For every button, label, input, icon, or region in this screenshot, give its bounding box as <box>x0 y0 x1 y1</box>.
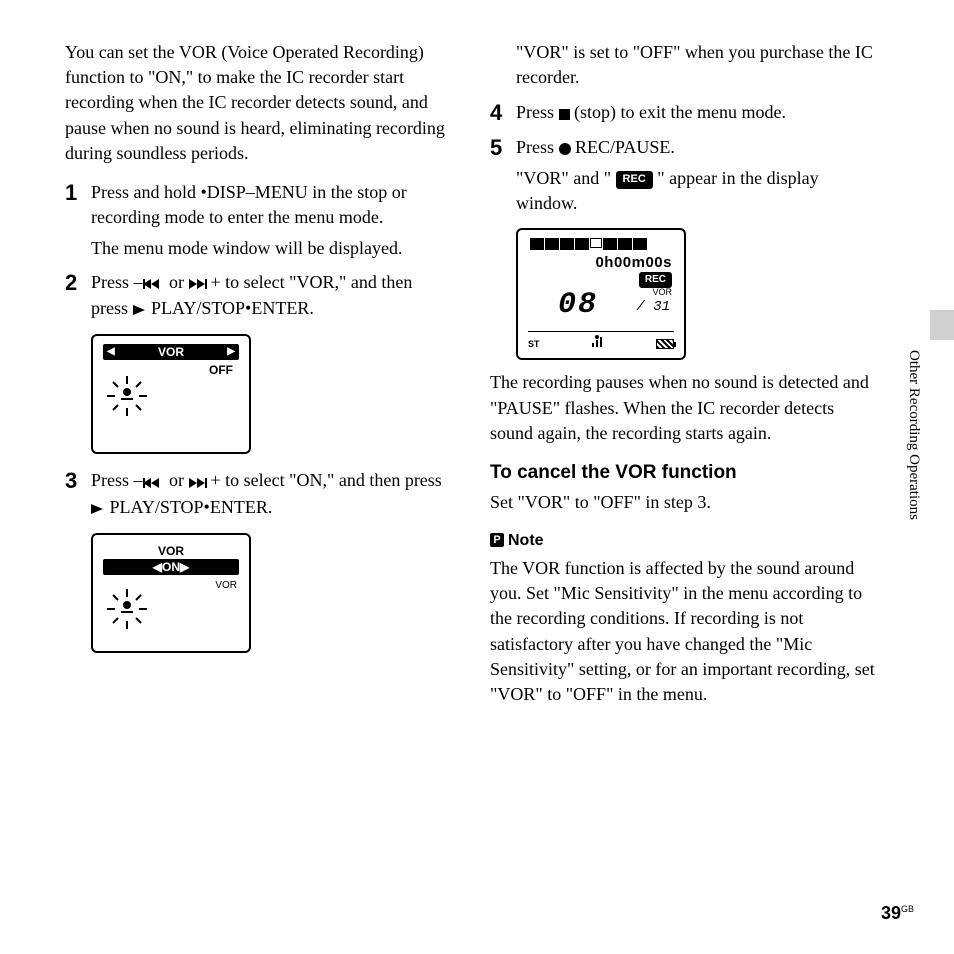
step3-mid: or <box>165 470 189 490</box>
page-num-value: 39 <box>881 903 901 923</box>
cancel-heading: To cancel the VOR function <box>490 460 875 487</box>
step4-post: (stop) to exit the menu mode. <box>570 102 786 122</box>
rec-badge-inline: REC <box>616 171 653 188</box>
step5-l2a: "VOR" and " <box>516 168 616 188</box>
step2-pre: Press – <box>91 272 143 292</box>
step5-line2: "VOR" and " REC " appear in the display … <box>516 166 875 216</box>
record-icon <box>559 143 571 155</box>
skip-fwd-icon <box>189 470 211 495</box>
note-title: Note <box>508 532 544 549</box>
step-body: Press – or + to select "VOR," and then p… <box>91 270 450 323</box>
left-arrow-icon: ◀ <box>153 559 162 576</box>
step1-text-a: Press and hold •DISP–MENU in the stop or… <box>91 182 407 227</box>
lcd2-value: ON <box>162 559 180 576</box>
stop-icon <box>559 109 570 120</box>
step-body: Press – or + to select "ON," and then pr… <box>91 468 450 521</box>
step-1: 1 Press and hold •DISP–MENU in the stop … <box>65 180 450 262</box>
vor-indicator: VOR <box>652 286 672 299</box>
lcd-vor-off: ◀ VOR ▶ OFF <box>91 334 251 454</box>
step2-mid: or <box>165 272 189 292</box>
right-column: "VOR" is set to "OFF" when you purchase … <box>490 40 875 910</box>
track-number: 08 <box>558 284 598 326</box>
step3-post1: + to select "ON," and then press <box>211 470 442 490</box>
flash-icon <box>107 589 147 629</box>
lcd-title-bar: ◀ VOR ▶ <box>103 344 239 360</box>
battery-icon <box>656 339 674 349</box>
section-label: Other Recording Operations <box>903 350 924 520</box>
elapsed-time: 0h00m00s <box>518 252 672 273</box>
step-number: 5 <box>490 135 516 217</box>
step-4: 4 Press (stop) to exit the menu mode. <box>490 100 875 126</box>
note-heading: P Note <box>490 530 875 552</box>
right-arrow-icon: ▶ <box>227 345 235 359</box>
step5-pre: Press <box>516 137 559 157</box>
skip-fwd-icon <box>189 271 211 296</box>
total-tracks: / 31 <box>636 298 670 318</box>
step-number: 2 <box>65 270 91 323</box>
step4-pre: Press <box>516 102 559 122</box>
lcd-vor-on: VOR ◀ ON ▶ VOR <box>91 533 251 653</box>
page-number: 39GB <box>881 901 914 926</box>
lcd2-tag: VOR <box>215 579 237 593</box>
skip-back-icon <box>143 470 165 495</box>
note-icon: P <box>490 533 504 547</box>
level-meter <box>530 238 647 250</box>
lcd1-title: VOR <box>158 344 184 361</box>
after-lcd3-text: The recording pauses when no sound is de… <box>490 370 875 446</box>
step-body: Press and hold •DISP–MENU in the stop or… <box>91 180 450 262</box>
step5-post: REC/PAUSE. <box>571 137 675 157</box>
intro-paragraph: You can set the VOR (Voice Operated Reco… <box>65 40 450 166</box>
lcd-recording: 0h00m00s REC 08 VOR / 31 ST <box>516 228 686 360</box>
step-number: 1 <box>65 180 91 262</box>
flash-icon <box>107 376 147 416</box>
step-3: 3 Press – or + to select "ON," and then … <box>65 468 450 521</box>
right-arrow-icon: ▶ <box>180 559 189 576</box>
skip-back-icon <box>143 271 165 296</box>
left-column: You can set the VOR (Voice Operated Reco… <box>65 40 450 910</box>
step-number: 3 <box>65 468 91 521</box>
step3-note: "VOR" is set to "OFF" when you purchase … <box>516 40 875 90</box>
cancel-body: Set "VOR" to "OFF" in step 3. <box>490 490 875 515</box>
step-2: 2 Press – or + to select "VOR," and then… <box>65 270 450 323</box>
stereo-label: ST <box>528 338 540 351</box>
step-number: 4 <box>490 100 516 126</box>
play-icon <box>133 297 147 322</box>
step3-post2: PLAY/STOP•ENTER. <box>105 497 272 517</box>
step-body: Press REC/PAUSE. "VOR" and " REC " appea… <box>516 135 875 217</box>
lcd-status-row: ST <box>528 331 674 352</box>
page-columns: You can set the VOR (Voice Operated Reco… <box>65 40 924 910</box>
step2-post2: PLAY/STOP•ENTER. <box>147 298 314 318</box>
step-body: Press (stop) to exit the menu mode. <box>516 100 875 126</box>
lcd1-value: OFF <box>209 362 233 379</box>
side-tab <box>930 310 954 340</box>
step3-pre: Press – <box>91 470 143 490</box>
play-icon <box>91 496 105 521</box>
note-body: The VOR function is affected by the soun… <box>490 556 875 707</box>
page-region: GB <box>901 904 914 914</box>
left-arrow-icon: ◀ <box>107 345 115 359</box>
lcd-value-bar: ◀ ON ▶ <box>103 559 239 575</box>
step-5: 5 Press REC/PAUSE. "VOR" and " REC " app… <box>490 135 875 217</box>
step1-text-b: The menu mode window will be displayed. <box>91 236 450 261</box>
mic-sens-icon <box>590 335 606 352</box>
lcd2-title: VOR <box>93 543 249 560</box>
